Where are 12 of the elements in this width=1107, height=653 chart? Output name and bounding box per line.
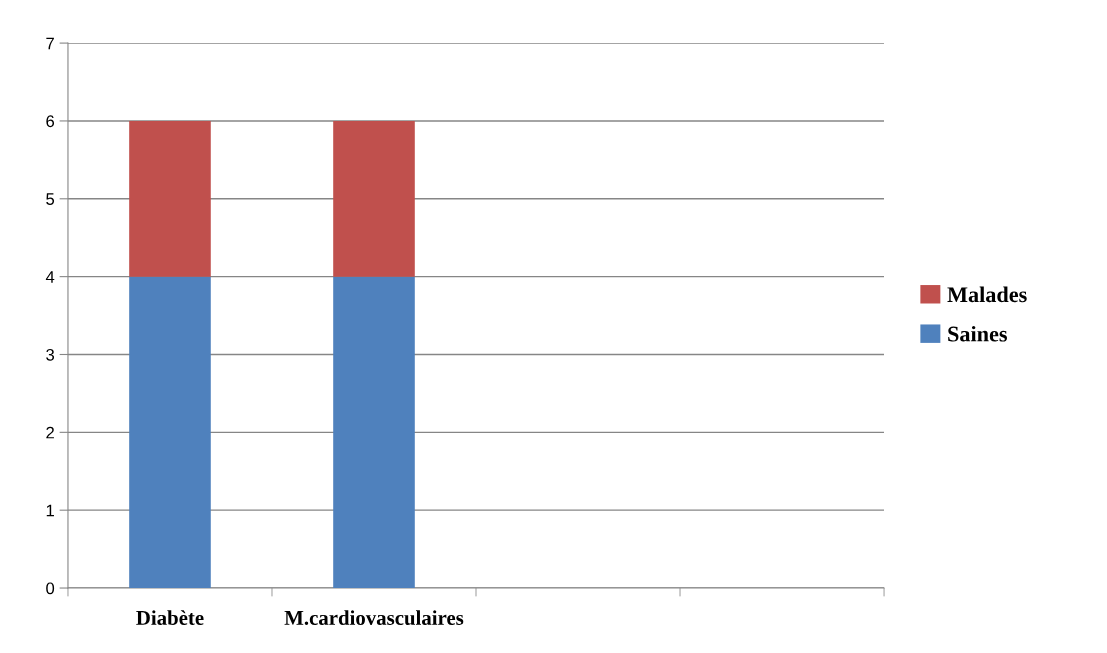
x-tick-label: Diabète xyxy=(136,610,204,625)
legend-label: Saines xyxy=(948,325,1008,342)
y-tick-label: 3 xyxy=(46,348,55,361)
y-tick-label: 1 xyxy=(46,504,54,517)
y-tick-label: 0 xyxy=(46,582,55,595)
y-tick-label: 6 xyxy=(46,115,55,128)
y-tick-label: 7 xyxy=(46,37,54,50)
y-tick-label: 2 xyxy=(46,426,54,439)
x-tick-label: M.cardiovasculaires xyxy=(284,610,464,625)
legend-label: Malades xyxy=(947,286,1027,303)
y-tick-label: 4 xyxy=(45,271,55,283)
y-tick-label: 5 xyxy=(46,193,55,205)
